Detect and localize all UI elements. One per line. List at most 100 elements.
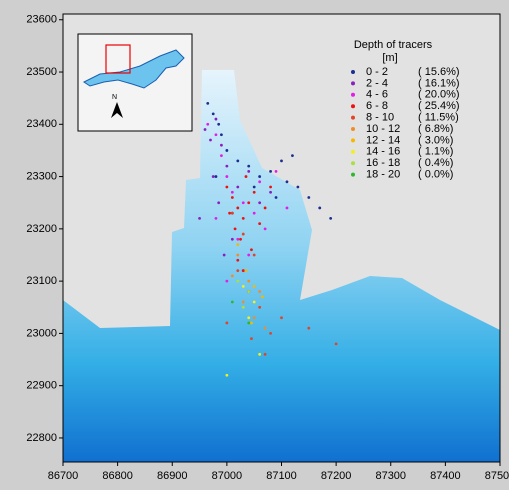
- tracer-point: [225, 373, 229, 377]
- tracer-point: [241, 201, 245, 205]
- tracer-point: [236, 279, 240, 283]
- tracer-point: [247, 169, 251, 173]
- tracer-point: [225, 185, 229, 189]
- tracer-point: [291, 154, 294, 158]
- tracer-point: [230, 237, 234, 241]
- tracer-point: [241, 284, 245, 288]
- legend-label: 2 - 4: [366, 77, 388, 89]
- legend-share: ( 20.0%): [418, 89, 460, 101]
- tracer-point: [318, 206, 322, 210]
- tracer-point: [225, 279, 229, 283]
- legend-label: 14 - 16: [366, 146, 400, 158]
- tracer-point: [230, 300, 234, 304]
- tracer-point: [274, 169, 278, 173]
- tracer-point: [334, 342, 338, 346]
- y-tick-label: 23500: [26, 66, 57, 78]
- tracer-point: [258, 222, 262, 226]
- legend-marker: [351, 161, 355, 166]
- tracer-point: [269, 169, 272, 173]
- legend-label: 8 - 10: [366, 112, 394, 124]
- tracer-point: [280, 159, 283, 163]
- tracer-point: [296, 185, 300, 189]
- tracer-point: [307, 196, 311, 199]
- tracer-point: [250, 337, 253, 341]
- tracer-point: [252, 185, 256, 189]
- y-tick-label: 23300: [26, 170, 57, 182]
- legend-share: ( 3.0%): [418, 134, 453, 146]
- tracer-point: [203, 128, 207, 131]
- legend-share: ( 15.6%): [418, 66, 460, 78]
- tracer-point: [285, 180, 289, 184]
- tracer-point: [247, 290, 251, 293]
- tracer-point: [222, 253, 226, 257]
- y-tick-label: 22900: [26, 380, 57, 392]
- tracer-point: [230, 196, 234, 199]
- legend-label: 0 - 2: [366, 66, 388, 78]
- tracer-point: [214, 117, 218, 121]
- tracer-point: [233, 227, 237, 231]
- tracer-point: [236, 237, 240, 241]
- tracer-point: [236, 185, 240, 189]
- tracer-point: [258, 290, 262, 293]
- tracer-point: [236, 243, 240, 246]
- tracer-point: [258, 352, 262, 356]
- legend-marker: [351, 138, 355, 143]
- legend-label: 6 - 8: [366, 100, 388, 112]
- tracer-point: [241, 269, 245, 273]
- tracer-point: [250, 248, 253, 252]
- y-tick-label: 22800: [26, 432, 57, 444]
- tracer-point: [263, 227, 267, 231]
- tracer-point: [250, 321, 253, 325]
- tracer-point: [241, 305, 245, 309]
- tracer-point: [236, 159, 240, 163]
- tracer-point: [225, 175, 229, 178]
- y-tick-label: 23600: [26, 14, 57, 26]
- tracer-point: [214, 175, 218, 178]
- tracer-point: [258, 175, 262, 178]
- inset-highlight: [105, 44, 131, 74]
- tracer-point: [258, 201, 262, 205]
- north-letter: N: [112, 94, 117, 101]
- tracer-point: [258, 305, 262, 309]
- tracer-point: [280, 316, 283, 320]
- tracer-point: [307, 326, 311, 330]
- tracer-point: [285, 206, 289, 210]
- tracer-point: [228, 211, 232, 215]
- x-tick-label: 86900: [157, 470, 188, 482]
- tracer-point: [198, 216, 201, 220]
- legend-marker: [351, 115, 355, 120]
- north-arrow: [111, 102, 123, 118]
- x-tick-label: 87400: [430, 470, 461, 482]
- tracer-point: [247, 316, 251, 320]
- x-tick-label: 87100: [266, 470, 297, 482]
- legend-marker: [351, 81, 355, 86]
- tracer-point: [230, 190, 234, 194]
- tracer-point: [225, 149, 229, 152]
- x-tick-label: 87300: [375, 470, 406, 482]
- y-tick-label: 23000: [26, 327, 57, 339]
- tracer-point: [217, 201, 221, 205]
- tracer-point: [247, 321, 251, 325]
- tracer-point: [263, 352, 267, 356]
- y-tick-label: 23400: [26, 118, 57, 130]
- tracer-point: [209, 138, 212, 142]
- legend-share: ( 6.8%): [418, 123, 453, 135]
- tracer-point: [217, 122, 221, 126]
- tracer-point: [247, 164, 251, 168]
- legend-share: ( 0.0%): [418, 169, 453, 181]
- tracer-point: [220, 133, 223, 137]
- points-layer: [198, 101, 338, 377]
- tracer-point: [252, 284, 256, 288]
- tracer-point: [236, 206, 240, 210]
- x-tick-label: 86800: [102, 470, 133, 482]
- legend-marker: [351, 127, 355, 131]
- tracer-point: [225, 321, 229, 325]
- tracer-point: [252, 253, 256, 257]
- legend-label: 4 - 6: [366, 89, 388, 101]
- tracer-point: [206, 101, 210, 105]
- legend-marker: [351, 104, 355, 109]
- tracer-point: [241, 300, 245, 304]
- tracer-point: [258, 180, 262, 184]
- legend-share: ( 25.4%): [418, 100, 460, 112]
- y-tick-label: 23200: [26, 223, 57, 235]
